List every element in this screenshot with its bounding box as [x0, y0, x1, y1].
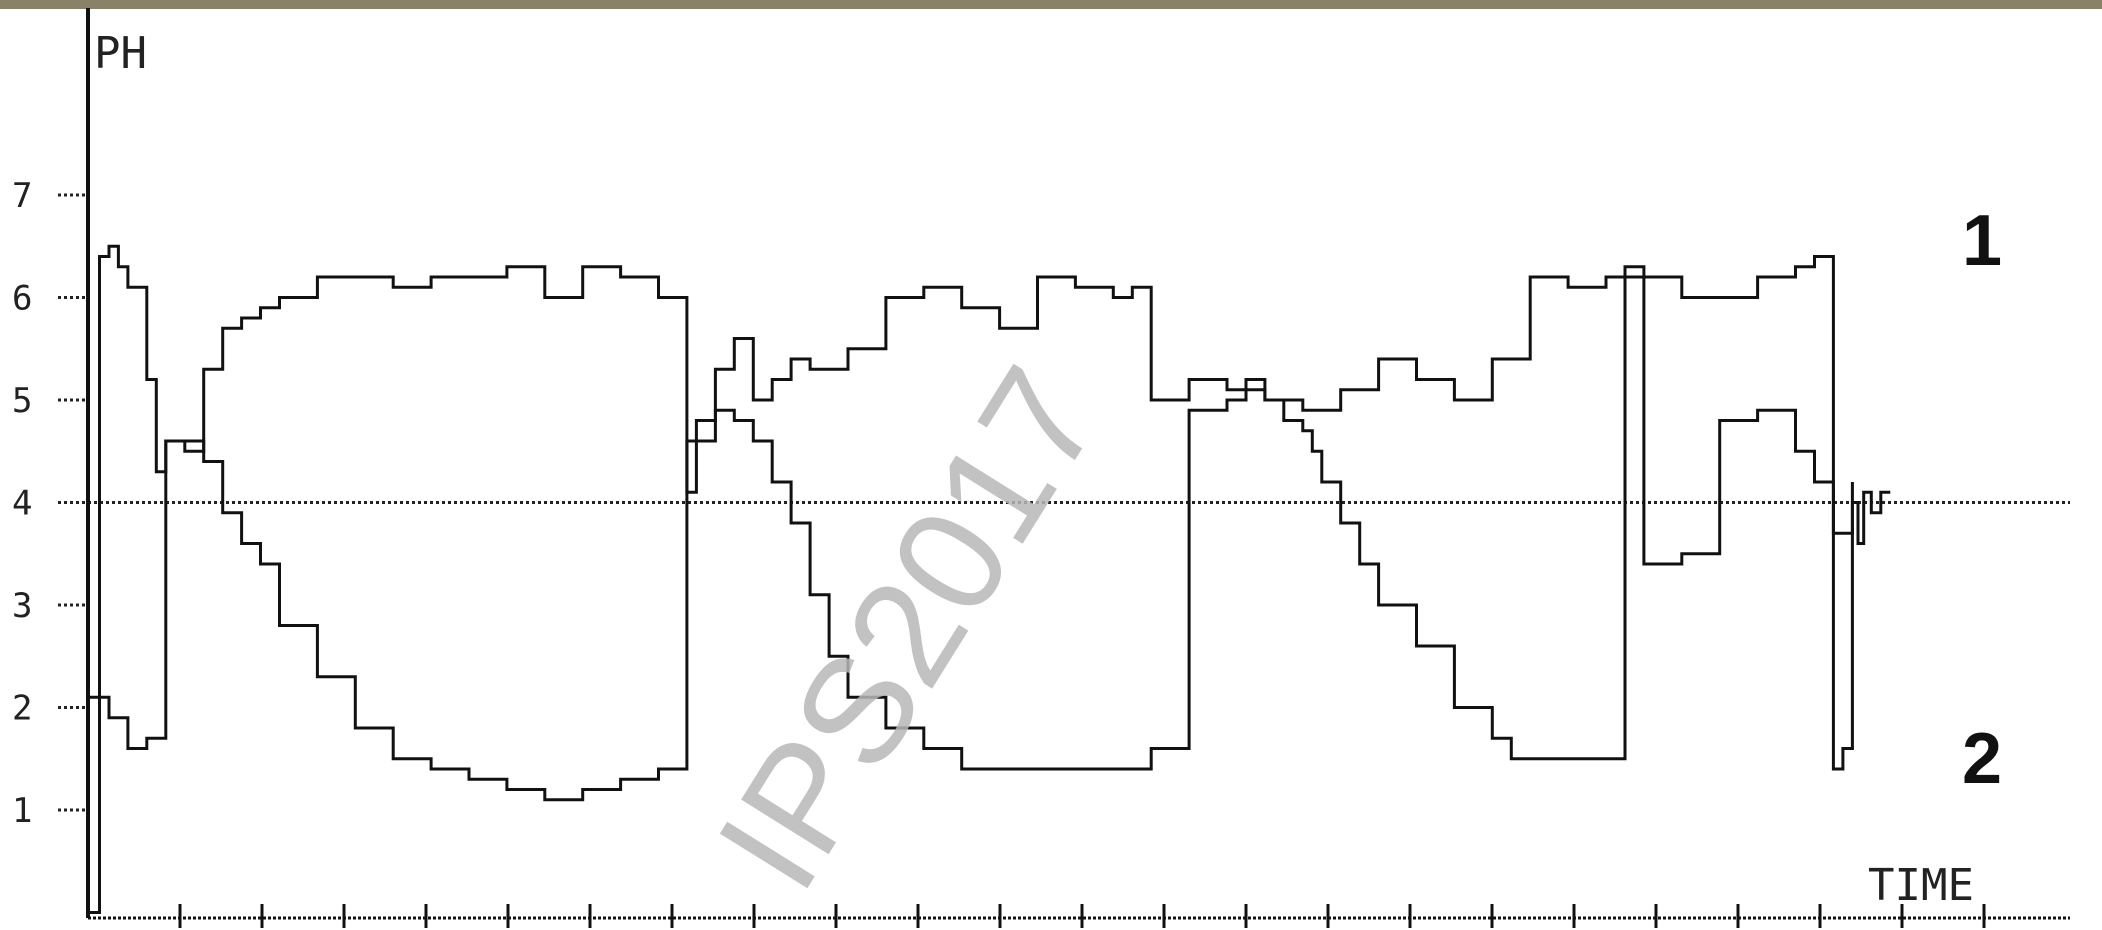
x-axis-title: TIME [1868, 860, 1974, 911]
top-border-bar [0, 0, 2102, 9]
y-tick-label: 3 [12, 586, 32, 626]
watermark: IPS2017 [685, 340, 1132, 917]
y-tick-label: 6 [12, 279, 32, 319]
series-layer [90, 244, 1891, 914]
y-tick-label: 2 [12, 689, 32, 729]
x-ticks [178, 904, 1986, 928]
y-tick-label: 1 [12, 791, 32, 831]
y-tick-label: 4 [12, 484, 32, 524]
series-line-1 [90, 244, 1891, 914]
axes-layer [86, 8, 2070, 920]
y-tick-label: 7 [12, 176, 32, 216]
series-label-2: 2 [1962, 719, 2002, 799]
series-label-1: 1 [1962, 201, 2002, 281]
series-line-2 [90, 255, 1854, 771]
y-tick-label: 5 [12, 381, 32, 421]
y-ticks: 1 2 3 4 5 6 7 [12, 176, 88, 831]
y-axis-title: PH [94, 28, 147, 79]
